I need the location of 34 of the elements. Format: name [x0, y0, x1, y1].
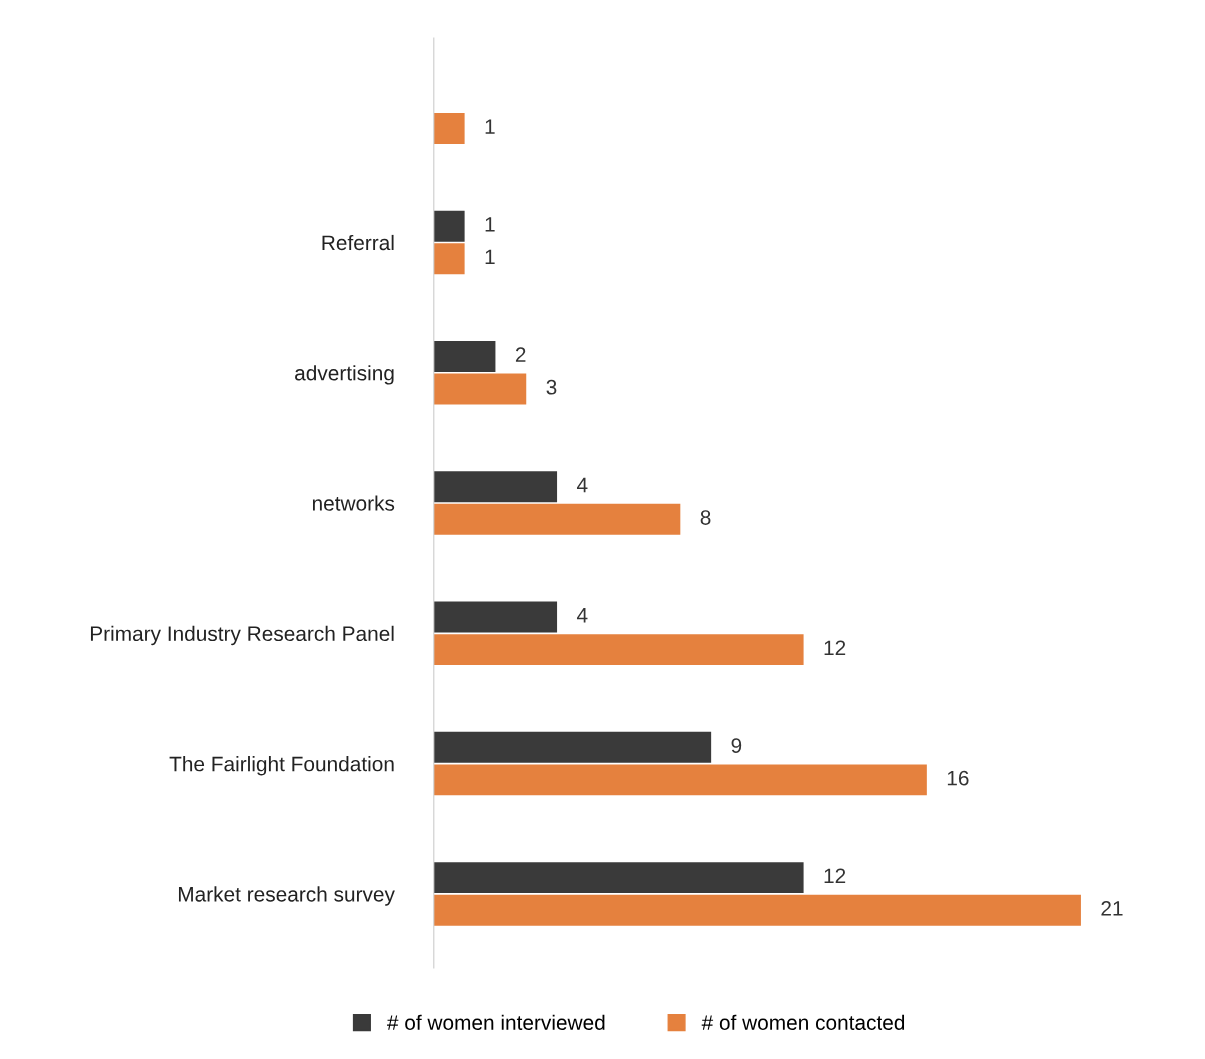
y-tick-label: Referral	[322, 234, 394, 251]
data-label: 12	[824, 868, 846, 883]
data-label: 4	[576, 477, 588, 493]
data-label: 1	[485, 249, 495, 265]
data-label: 4	[576, 608, 588, 623]
bar	[433, 503, 681, 535]
bar	[433, 471, 558, 503]
data-label: 16	[947, 770, 969, 786]
bar	[433, 731, 712, 763]
bar	[433, 112, 465, 144]
y-tick-label: Primary Industry Research Panel	[90, 625, 394, 646]
bar	[433, 894, 1081, 926]
y-tick-label: networks	[312, 495, 395, 511]
y-tick-label: Market research survey	[178, 886, 395, 906]
bar	[433, 764, 927, 796]
bar	[433, 862, 804, 894]
bar	[433, 210, 465, 242]
bar	[433, 340, 496, 372]
bar	[433, 373, 527, 405]
data-label: 1	[485, 217, 495, 232]
data-label: 12	[824, 640, 846, 655]
data-label: 8	[700, 510, 711, 525]
data-label: 1	[485, 119, 495, 134]
data-label: 3	[546, 379, 557, 395]
data-label: 21	[1101, 901, 1123, 916]
bar	[433, 243, 465, 275]
y-tick-label: advertising	[295, 365, 394, 385]
legend-label: # of women interviewed	[387, 1014, 605, 1030]
data-label: 9	[731, 738, 742, 753]
bar	[433, 634, 804, 666]
data-label: 2	[515, 347, 526, 362]
legend-label: # of women contacted	[701, 1014, 905, 1030]
y-tick-label: The Fairlight Foundation	[169, 756, 394, 776]
bar	[433, 601, 558, 633]
